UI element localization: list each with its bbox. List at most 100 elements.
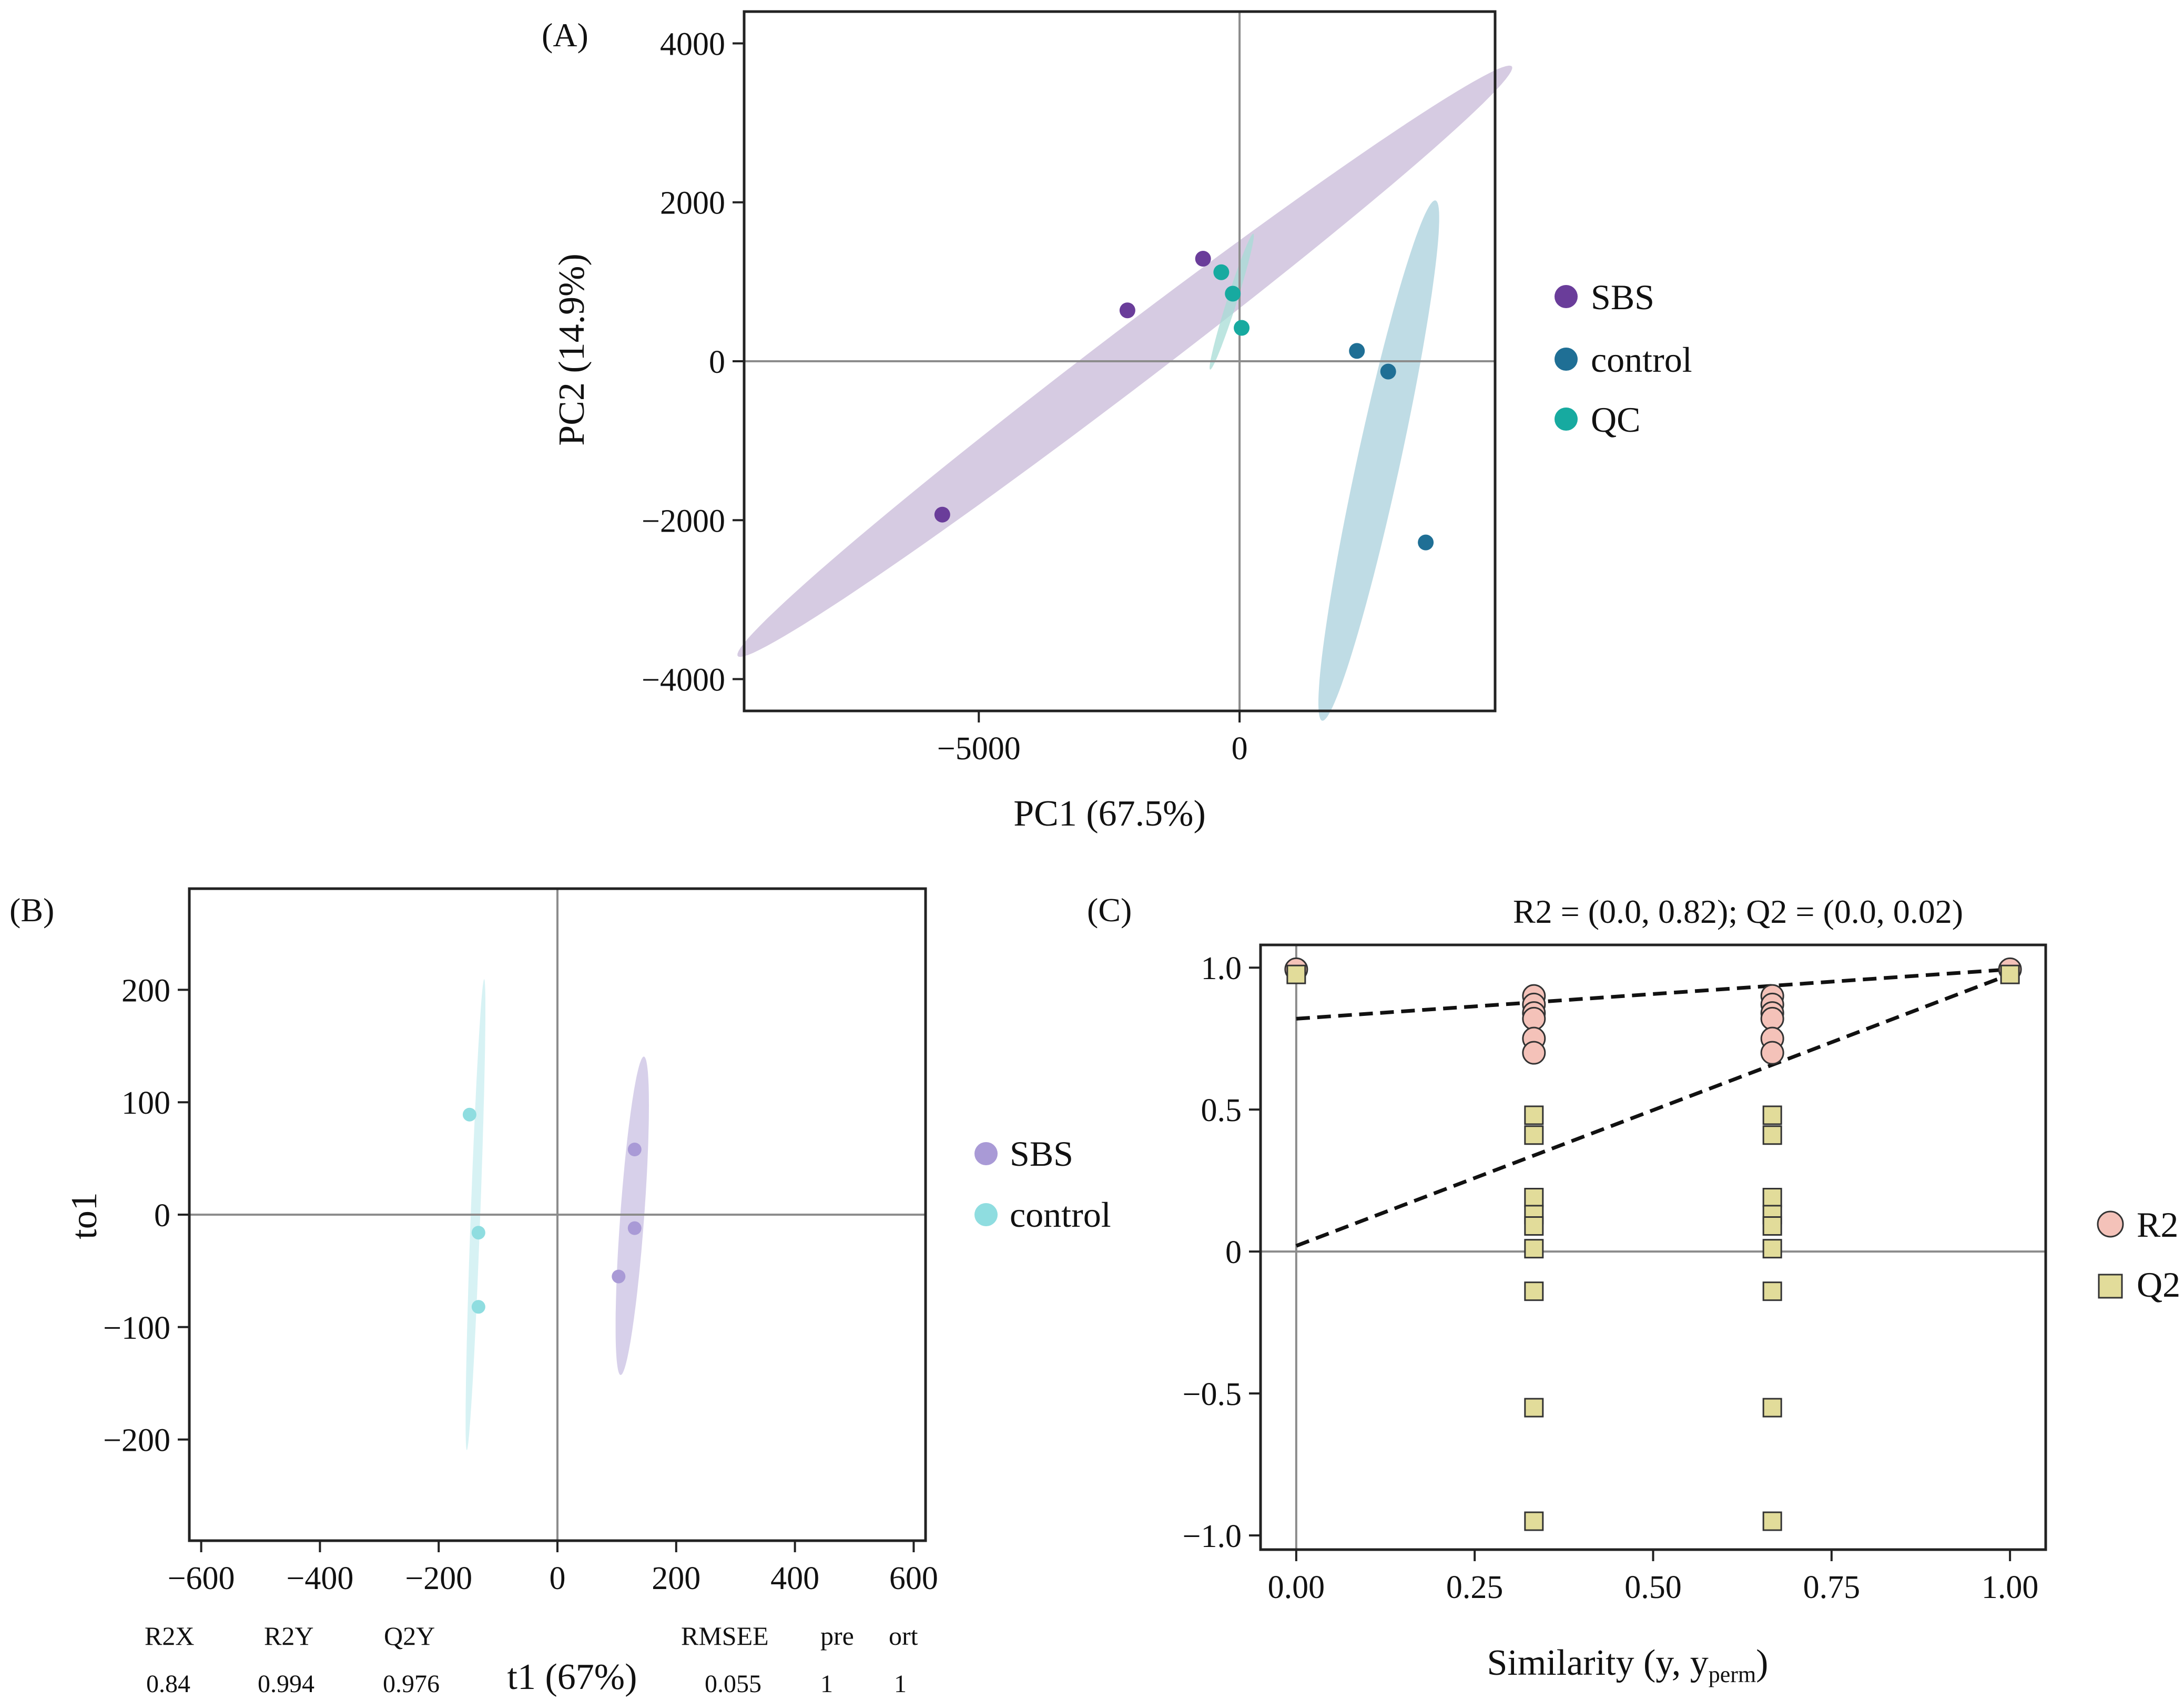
legend-c-r2-label: R2 [2137,1205,2178,1245]
panel-b-x-axis-title: t1 (67%) [507,1657,637,1697]
panel-c-legend: R2 Q2 [2097,1205,2180,1305]
panel-b: (B) −600 −400 −200 0 200 400 600 −200 −100 0 100 2… [9,887,1111,1698]
c-regression-line-q2 [1295,972,2011,1248]
panel-a-legend: SBS control QC [1555,277,1692,440]
panel-c-label: (C) [1087,891,1132,929]
a-x-tick-label: 0 [1232,731,1248,767]
c-point-q2 [1524,1239,1544,1259]
panel-c-x-axis-title-sub: perm [1709,1662,1756,1687]
panel-a-label: (A) [542,16,588,54]
c-point-q2 [1762,1511,1782,1531]
panel-a-ellipses [737,65,1512,721]
c-point-q2 [1524,1511,1544,1531]
legend-a-control-label: control [1591,340,1692,380]
c-point-q2 [1762,1281,1782,1301]
c-regression-line-r2 [1296,967,2010,1021]
c-y-tick-label: −1.0 [1183,1519,1242,1554]
stat-q2y-value: 0.976 [383,1670,440,1698]
a-ellipse-qc [1210,233,1254,370]
b-x-tick-label: 400 [770,1561,819,1596]
c-y-tick-label: 1.0 [1201,951,1242,986]
c-point-r2 [1522,1006,1546,1031]
c-point-r2 [1760,1006,1784,1031]
panel-a-points [934,251,1434,551]
b-y-tick-label: 100 [121,1085,170,1121]
c-point-q2 [1762,1216,1782,1236]
b-point-control [471,1226,485,1240]
b-point-control [471,1300,485,1314]
a-point-qc [1234,320,1250,336]
c-point-q2 [1762,1239,1782,1259]
c-y-tick-label: −0.5 [1183,1377,1242,1412]
legend-b-sbs-marker [974,1142,998,1165]
panel-a-y-ticks: −4000 −2000 0 2000 4000 [642,26,744,698]
b-point-control [462,1107,476,1122]
a-x-tick-label: −5000 [937,731,1021,767]
c-x-tick-label: 0.50 [1624,1570,1682,1605]
b-x-tick-label: 200 [652,1561,700,1596]
stat-r2x-value: 0.84 [146,1670,190,1698]
legend-c-r2-marker [2097,1210,2124,1238]
legend-c-q2-label: Q2 [2137,1265,2180,1305]
legend-b-sbs-label: SBS [1010,1134,1073,1174]
stat-rmsee-value: 0.055 [705,1670,761,1698]
c-x-tick-label: 1.00 [1982,1570,2039,1605]
b-y-tick-label: 200 [121,973,170,1009]
panel-b-zero-lines [189,889,926,1541]
a-point-sbs [934,506,950,523]
stat-r2y-header: R2Y [264,1621,313,1651]
c-point-q2 [1762,1188,1782,1208]
c-point-r2 [1760,1041,1784,1065]
c-point-q2 [1762,1398,1782,1418]
legend-a-sbs-label: SBS [1591,277,1654,317]
b-x-tick-label: −200 [405,1561,472,1596]
a-point-control [1418,534,1434,551]
c-point-q2 [1524,1281,1544,1301]
legend-b-control-label: control [1010,1195,1111,1235]
c-point-q2 [1524,1105,1544,1125]
b-x-tick-label: −400 [286,1561,353,1596]
legend-a-sbs-marker [1555,285,1578,308]
a-y-tick-label: 0 [709,344,725,380]
c-point-r2 [1522,1041,1546,1065]
c-y-tick-label: 0.5 [1201,1093,1242,1128]
panel-b-label: (B) [9,891,54,929]
b-point-sbs [627,1143,642,1156]
panel-b-x-ticks: −600 −400 −200 0 200 400 600 [168,1541,938,1596]
a-point-control [1380,363,1396,380]
legend-a-qc-marker [1555,408,1578,431]
c-point-q2 [1286,964,1306,984]
c-point-q2 [1524,1188,1544,1208]
a-y-tick-label: 4000 [660,26,725,62]
b-ellipse-sbs [615,1056,649,1375]
stat-rmsee-header: RMSEE [681,1621,769,1651]
panel-b-y-ticks: −200 −100 0 100 200 [103,973,189,1459]
panel-c-points [1284,957,2022,1531]
panel-c: (C) R2 = (0.0, 0.82); Q2 = (0.0, 0.02) 0… [1087,891,2180,1687]
c-point-q2 [2000,964,2020,984]
panel-b-points [462,1107,642,1314]
panel-c-zero-lines [1261,945,2046,1550]
stat-q2y-header: Q2Y [384,1621,435,1651]
a-point-sbs [1195,251,1211,267]
a-ellipse-control [1318,200,1439,721]
b-point-sbs [627,1221,642,1235]
stat-ort-header: ort [889,1621,918,1651]
b-x-tick-label: 0 [550,1561,566,1596]
panel-a: (A) −5000 0 −4000 −2000 0 2000 4000 PC1 (67.5… [542,10,1692,834]
b-y-tick-label: 0 [154,1198,170,1234]
panel-c-x-axis-title-main: Similarity (y, y [1487,1643,1709,1683]
a-point-sbs [1119,302,1135,319]
panel-c-x-axis-title: Similarity (y, yperm) [1487,1643,1769,1687]
c-x-tick-label: 0.75 [1803,1570,1861,1605]
panel-c-frame [1259,943,2047,1551]
a-y-tick-label: −4000 [642,663,725,698]
panel-c-y-ticks: −1.0 −0.5 0 0.5 1.0 [1183,951,1261,1554]
stat-ort-value: 1 [894,1670,907,1698]
a-y-tick-label: 2000 [660,186,725,221]
legend-a-qc-label: QC [1591,400,1640,440]
c-y-tick-label: 0 [1225,1235,1242,1270]
stat-r2y-value: 0.994 [258,1670,314,1698]
a-point-qc [1213,264,1230,280]
